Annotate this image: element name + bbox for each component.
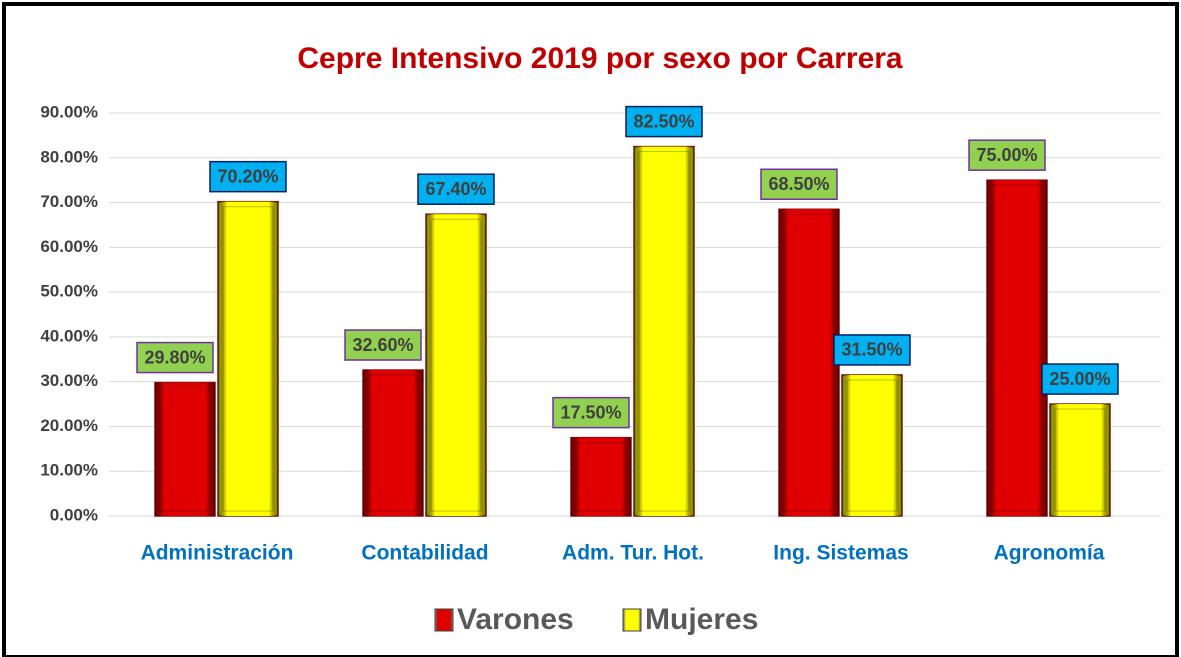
y-tick-label: 0.00%: [50, 505, 98, 524]
legend-label: Varones: [457, 603, 574, 636]
bar: [425, 213, 487, 517]
x-tick-label: Administración: [141, 542, 294, 565]
data-label-box: [833, 334, 911, 366]
x-tick-label: Adm. Tur. Hot.: [562, 542, 704, 565]
data-label: 68.50%: [768, 174, 829, 194]
data-label-box: [760, 168, 838, 201]
data-label-box: [209, 160, 287, 193]
bar: [778, 208, 840, 517]
bar-bevel: [846, 379, 898, 512]
y-tick-label: 90.00%: [40, 102, 98, 121]
data-label: 25.00%: [1049, 369, 1110, 389]
data-label: 29.80%: [144, 347, 205, 367]
y-tick-label: 70.00%: [40, 192, 98, 211]
bar-bevel: [222, 206, 274, 512]
data-label: 82.50%: [633, 111, 694, 131]
y-tick-label: 30.00%: [40, 371, 98, 390]
chart-title: Cepre Intensivo 2019 por sexo por Carrer…: [297, 42, 903, 75]
data-label: 67.40%: [425, 179, 486, 199]
bar-bevel: [159, 387, 211, 512]
y-tick-label: 40.00%: [40, 326, 98, 345]
y-tick-label: 80.00%: [40, 147, 98, 166]
bar: [362, 369, 424, 517]
data-label: 75.00%: [976, 145, 1037, 165]
y-tick-label: 50.00%: [40, 282, 98, 301]
bar: [633, 145, 695, 517]
bar-bevel: [367, 374, 419, 512]
data-label-box: [136, 341, 214, 374]
data-label-box: [1041, 363, 1119, 395]
x-tick-label: Contabilidad: [361, 542, 488, 565]
data-label-box: [968, 139, 1046, 171]
data-label: 31.50%: [841, 340, 902, 360]
x-tick-label: Agronomía: [994, 542, 1105, 565]
data-label-box: [344, 329, 422, 361]
bar: [217, 200, 279, 517]
x-tick-label: Ing. Sistemas: [773, 542, 908, 565]
bar: [986, 179, 1048, 517]
legend-label: Mujeres: [645, 603, 758, 636]
data-label-box: [417, 173, 495, 205]
data-label-box: [552, 396, 630, 429]
y-tick-label: 60.00%: [40, 237, 98, 256]
bar-bevel: [430, 218, 482, 512]
bar: [1049, 403, 1111, 517]
data-label-box: [625, 105, 703, 138]
data-label: 70.20%: [217, 166, 278, 186]
bar: [154, 381, 216, 517]
data-label: 32.60%: [352, 335, 413, 355]
bar: [570, 436, 632, 517]
legend-marker: [622, 608, 642, 632]
data-label: 17.50%: [560, 402, 621, 422]
bar: [841, 374, 903, 517]
legend-marker: [434, 608, 454, 632]
y-tick-label: 20.00%: [40, 416, 98, 435]
bar-bevel: [991, 184, 1043, 512]
bar-bevel: [1054, 408, 1106, 512]
bar-bevel: [575, 442, 627, 512]
y-tick-label: 10.00%: [40, 461, 98, 480]
bar-bevel: [638, 151, 690, 512]
